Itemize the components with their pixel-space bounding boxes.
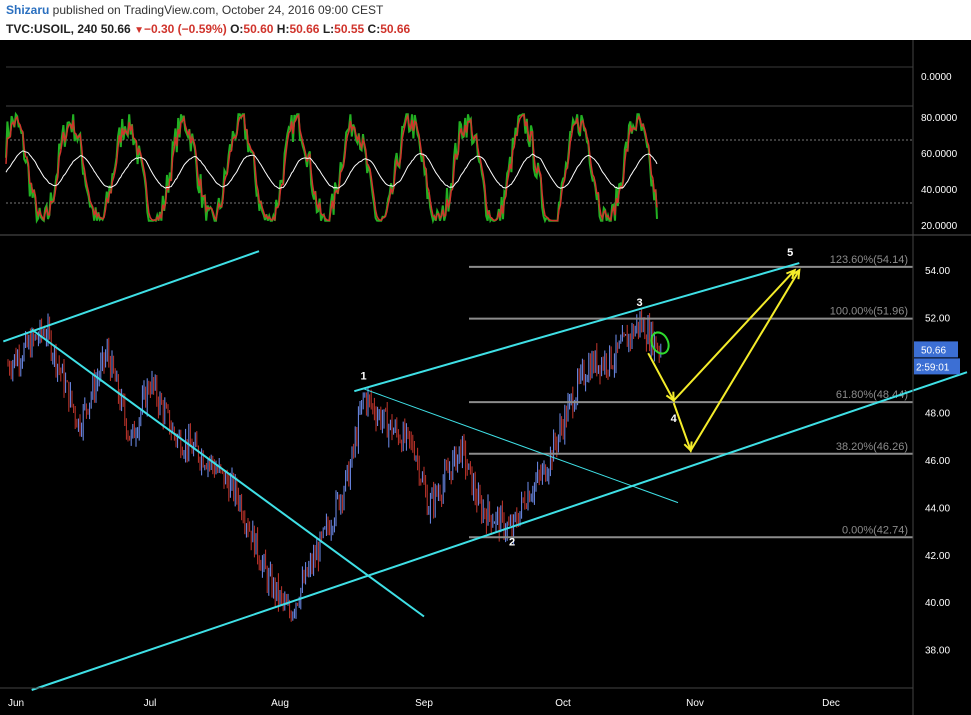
trend-line <box>363 388 679 504</box>
osc-signal-line <box>5 150 658 189</box>
author-link[interactable]: Shizaru <box>6 3 50 17</box>
symbol-label: TVC:USOIL, 240 <box>6 22 98 36</box>
price-tick-label: 44.00 <box>925 503 950 514</box>
osc-axis-label-80: 80.0000 <box>921 113 958 124</box>
open-value: 50.60 <box>243 22 274 36</box>
high-value: 50.66 <box>289 22 320 36</box>
trend-lines <box>2 250 968 691</box>
oscillator-pane[interactable]: 0.0000 80.0000 60.0000 40.0000 20.0000 <box>0 66 971 236</box>
countdown-label: 2:59:01 <box>916 362 950 373</box>
down-arrow-icon: ▼ <box>134 25 144 36</box>
price-tick-label: 52.00 <box>925 314 950 325</box>
last-price-badge <box>914 341 958 358</box>
price-pane[interactable]: 123.60%(54.14)100.00%(51.96)61.80%(48.44… <box>0 40 968 715</box>
price-badges: 50.66 2:59:01 <box>914 341 960 375</box>
wave-labels: 1 2 3 4 5 <box>361 247 794 548</box>
osc-axis-label-20: 20.0000 <box>921 221 958 232</box>
wave-label: 1 <box>361 370 367 382</box>
chart-header: Shizaru published on TradingView.com, Oc… <box>0 0 971 40</box>
trend-line <box>31 371 968 691</box>
arrow-head <box>786 268 797 280</box>
arrow-head <box>683 441 693 453</box>
osc-axis-label-60: 60.0000 <box>921 149 958 160</box>
low-value: 50.55 <box>334 22 365 36</box>
high-label: H: <box>276 22 290 36</box>
wave-label: 4 <box>671 413 678 425</box>
price-tick-label: 40.00 <box>925 598 950 609</box>
fib-label: 38.20%(46.26) <box>836 441 908 453</box>
time-tick-label: Jul <box>144 698 157 709</box>
time-tick-label: Sep <box>415 698 433 709</box>
wave-label: 3 <box>637 297 643 309</box>
last-price-label: 50.66 <box>921 345 946 356</box>
time-tick-label: Nov <box>686 698 704 709</box>
projection-arrows <box>647 268 801 453</box>
published-text: published on TradingView.com, October 24… <box>49 3 384 17</box>
time-tick-label: Aug <box>271 698 289 709</box>
fib-label: 0.00%(42.74) <box>842 524 908 536</box>
price-tick-label: 38.00 <box>925 646 950 657</box>
time-tick-label: Jun <box>8 698 24 709</box>
price-tick-label: 46.00 <box>925 456 950 467</box>
price-tick-label: 54.00 <box>925 266 950 277</box>
arrow-head <box>791 268 801 280</box>
close-label: C: <box>367 22 381 36</box>
fib-label: 100.00%(51.96) <box>830 306 908 318</box>
candles <box>7 307 662 622</box>
symbol-info: TVC:USOIL, 240 50.66 ▼−0.30 (−0.59%) O:5… <box>6 22 410 36</box>
open-label: O: <box>230 22 244 36</box>
oscillator-lines <box>5 111 658 225</box>
time-tick-label: Oct <box>555 698 571 709</box>
last-price: 50.66 <box>100 22 131 36</box>
arrow-head <box>665 391 675 403</box>
price-tick-label: 42.00 <box>925 551 950 562</box>
fib-label: 123.60%(54.14) <box>830 254 908 266</box>
price-tick-label: 48.00 <box>925 409 950 420</box>
trend-line <box>31 328 425 618</box>
low-label: L: <box>322 22 335 36</box>
price-change: −0.30 (−0.59%) <box>143 22 227 36</box>
time-axis[interactable]: Jun Jul Aug Sep Oct Nov Dec <box>0 687 913 709</box>
wave-label: 5 <box>787 247 793 259</box>
wave-label: 2 <box>509 536 515 548</box>
countdown-badge <box>914 358 960 375</box>
osc-axis-label-0: 0.0000 <box>921 72 952 83</box>
publish-info: Shizaru published on TradingView.com, Oc… <box>6 3 383 17</box>
trend-line <box>2 250 260 343</box>
osc-axis-label-40: 40.0000 <box>921 185 958 196</box>
osc-slow-line <box>5 113 658 222</box>
chart-background <box>0 40 971 715</box>
chart-canvas[interactable]: 0.0000 80.0000 60.0000 40.0000 20.0000 1… <box>0 40 971 715</box>
close-value: 50.66 <box>380 22 411 36</box>
trend-line <box>354 262 800 393</box>
time-tick-label: Dec <box>822 698 840 709</box>
highlight-circle <box>650 331 670 355</box>
